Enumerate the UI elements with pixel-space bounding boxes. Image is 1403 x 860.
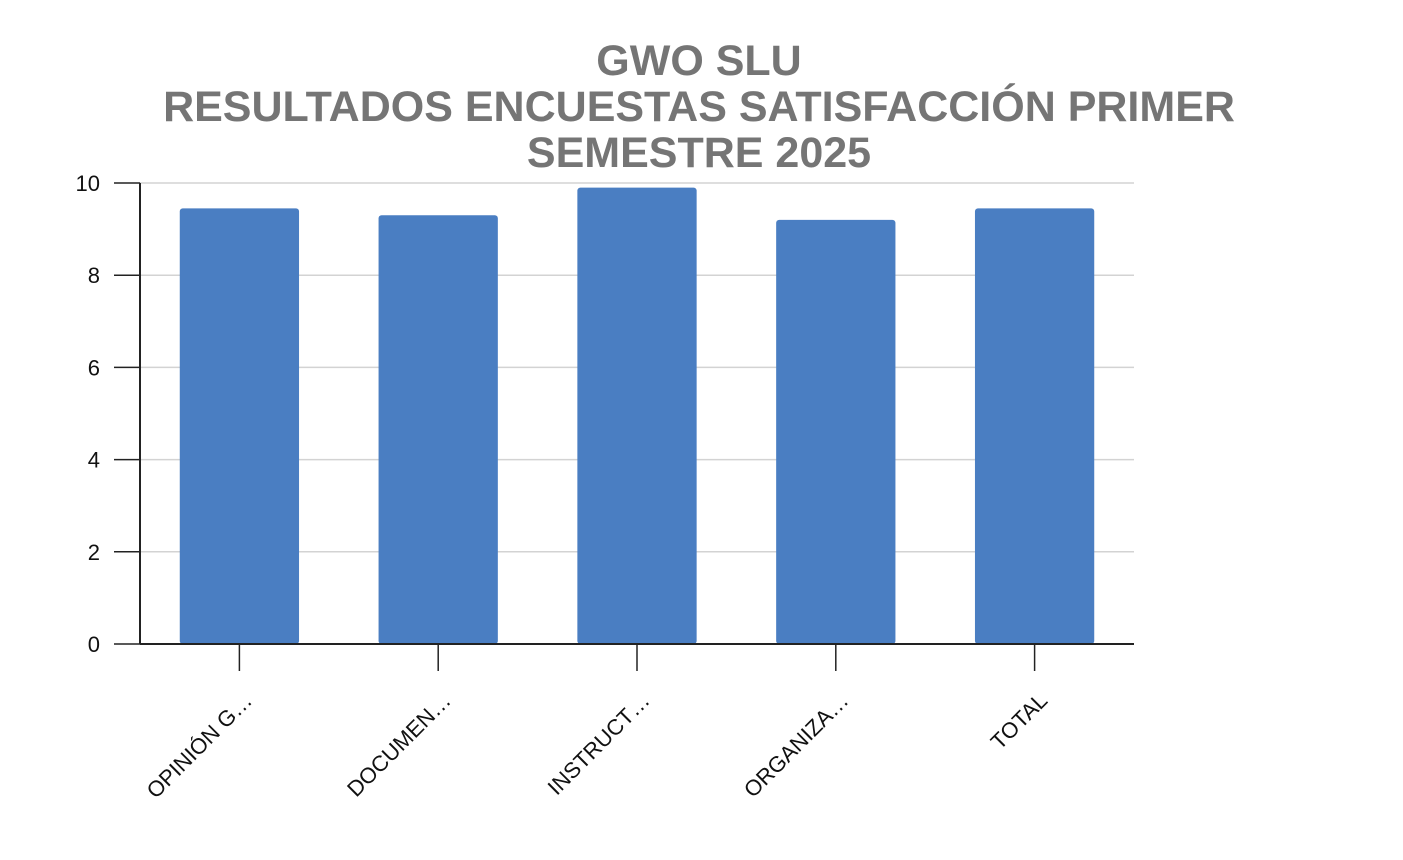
bar (179, 208, 300, 645)
x-tick-label: TOTAL (986, 688, 1052, 754)
chart-title: GWO SLU RESULTADOS ENCUESTAS SATISFACCIÓ… (163, 37, 1235, 177)
bars (179, 187, 1095, 645)
x-axis-ticks: OPINIÓN G… DOCUMEN… INSTRUCT… ORGANIZA… TOTA… (142, 644, 1052, 803)
y-tick-label: 6 (88, 355, 100, 380)
x-tick-label: INSTRUCT… (543, 688, 655, 800)
bar (577, 187, 697, 645)
title-line-2: RESULTADOS ENCUESTAS SATISFACCIÓN PRIMER (163, 82, 1235, 131)
y-tick-label: 2 (88, 540, 100, 565)
bar (378, 215, 498, 644)
bar (776, 219, 896, 644)
y-axis-ticks: 0 2 4 6 8 10 (76, 171, 140, 657)
title-line-3: SEMESTRE 2025 (527, 129, 871, 177)
y-tick-label: 4 (88, 448, 100, 473)
title-line-1: GWO SLU (596, 37, 801, 85)
bar (974, 208, 1095, 645)
x-tick-label: DOCUMEN… (342, 688, 456, 802)
y-tick-label: 8 (88, 263, 100, 288)
x-tick-label: OPINIÓN G… (142, 688, 257, 803)
y-tick-label: 10 (76, 171, 100, 196)
y-tick-label: 0 (88, 632, 100, 657)
x-tick-label: ORGANIZA… (739, 688, 853, 802)
